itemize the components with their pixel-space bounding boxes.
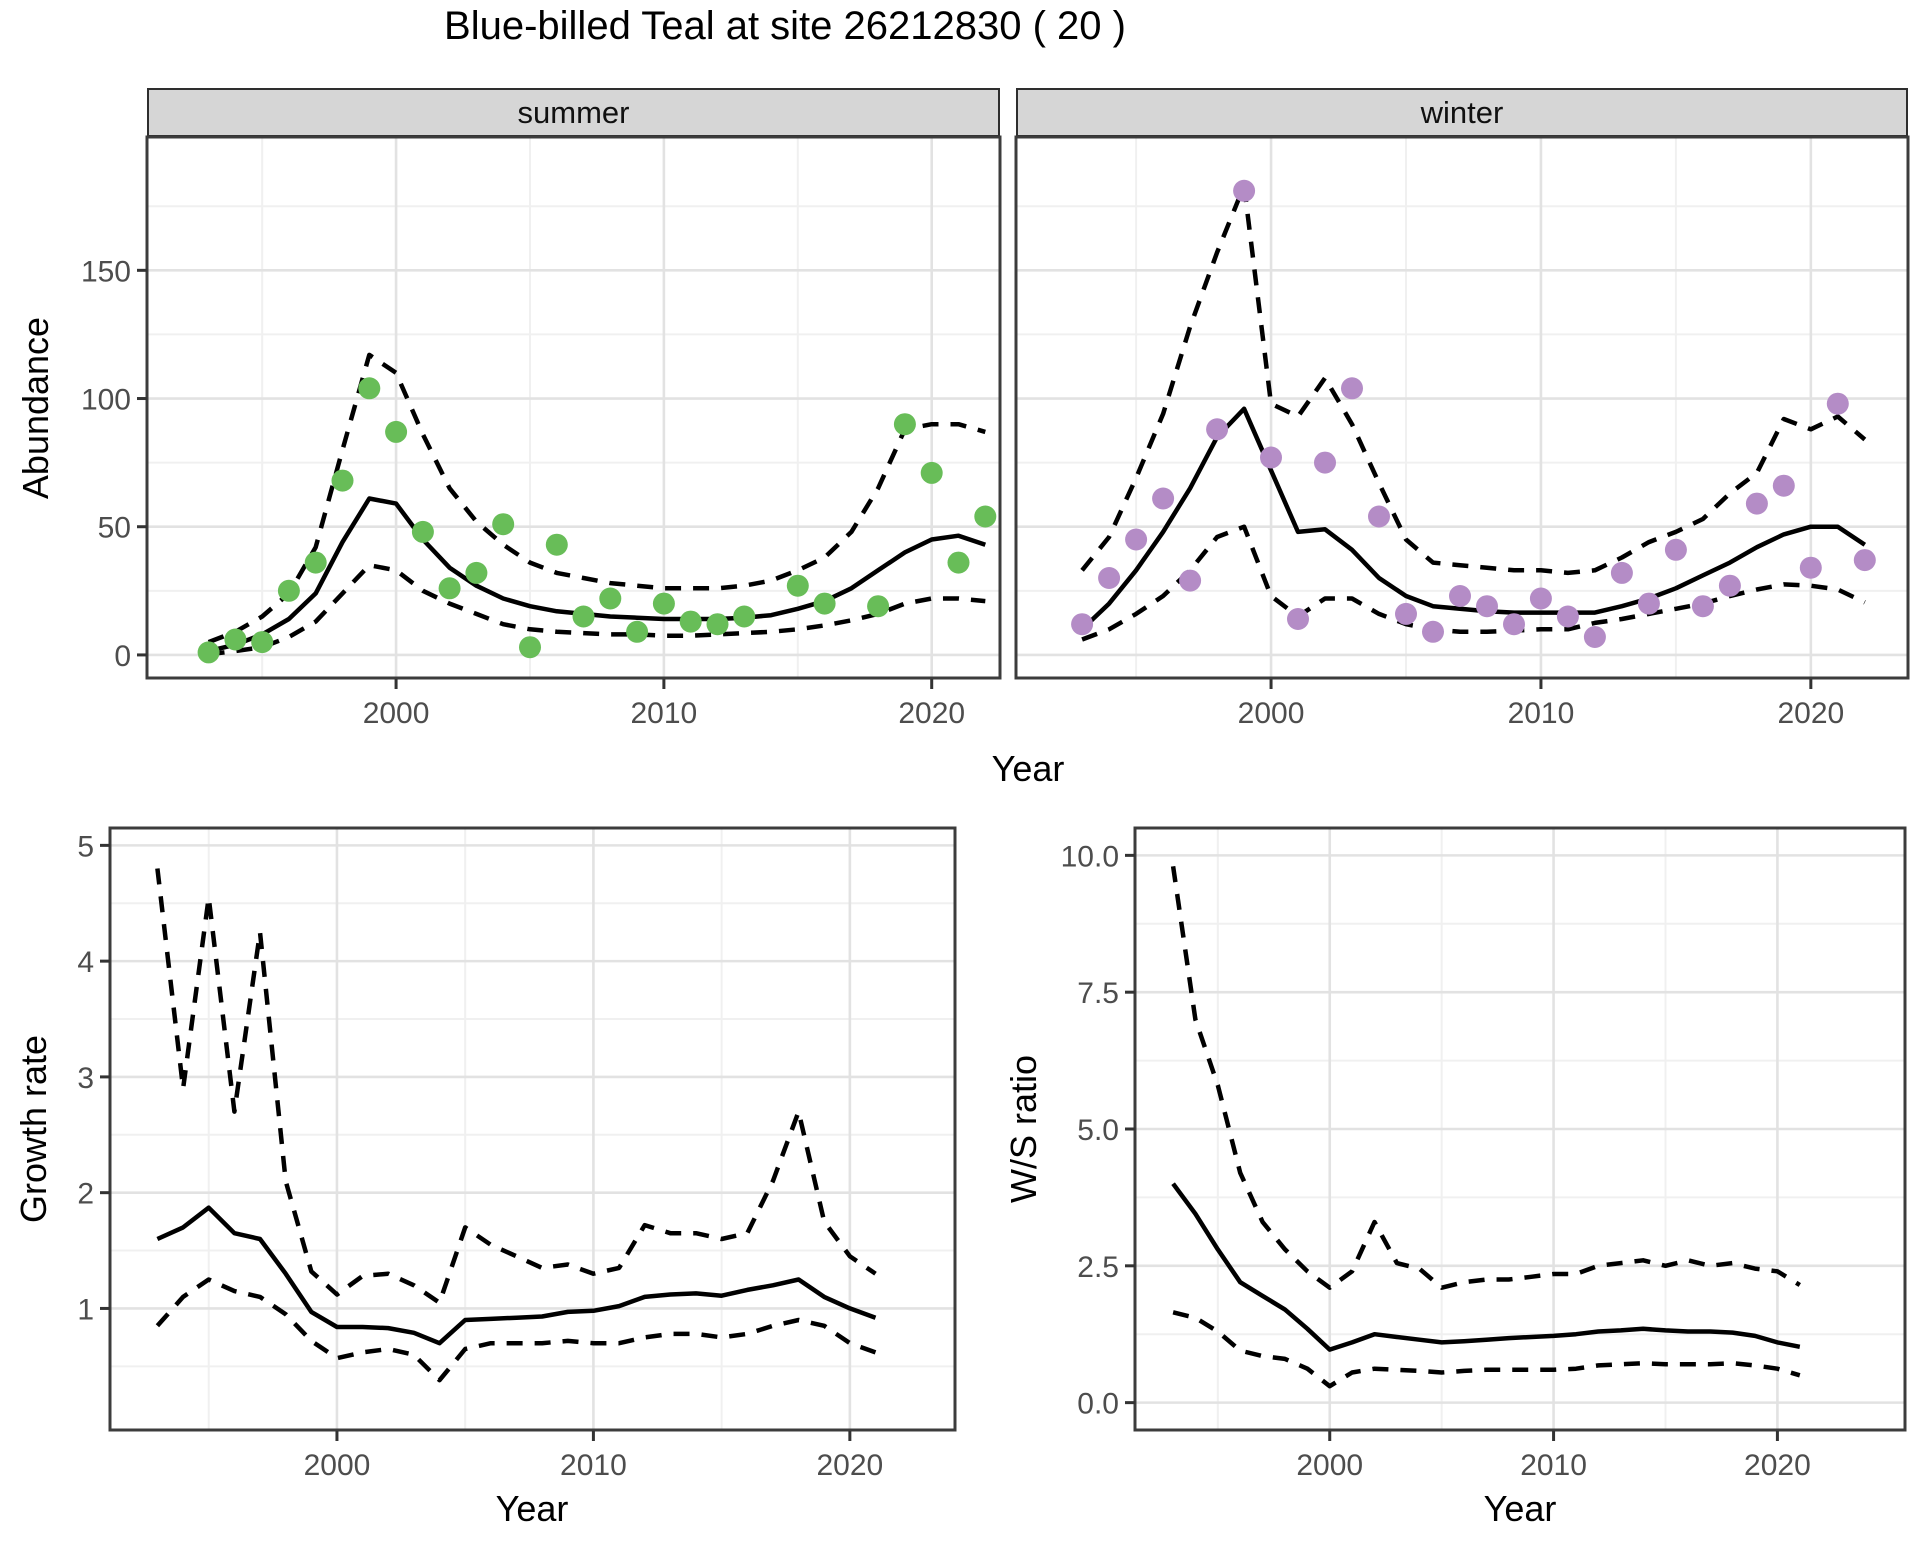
y-tick-label: 50 — [98, 512, 131, 545]
grid-minor — [147, 137, 1000, 678]
y-tick-label: 2.5 — [1077, 1251, 1119, 1284]
fit-line — [208, 496, 987, 654]
chart-title: Blue-billed Teal at site 26212830 ( 20 ) — [444, 4, 1126, 48]
panel-background — [110, 828, 955, 1430]
y-tick-label: 2 — [77, 1178, 94, 1211]
x-axis-title-ws-ratio: Year — [1483, 1488, 1557, 1529]
observation-points — [197, 377, 997, 664]
x-tick-label: 2010 — [560, 1449, 627, 1482]
y-tick-label: 0.0 — [1077, 1388, 1119, 1421]
axis-tick-labels: 2000 2010 2020 0 50 100 150 — [81, 255, 965, 730]
grid-minor — [110, 828, 955, 1430]
grid-major — [110, 828, 955, 1430]
facet-strip-winter-label: winter — [1420, 94, 1504, 130]
axis-tick-labels: 2000 2010 2020 — [1238, 697, 1845, 730]
panel-background — [147, 137, 1000, 678]
panel-summer: 2000 2010 2020 0 50 100 150 — [81, 135, 1002, 730]
y-axis-title-abundance: Abundance — [15, 316, 56, 500]
y-tick-label: 4 — [77, 946, 94, 979]
series-lines — [1170, 865, 1801, 1389]
y-tick-label: 3 — [77, 1062, 94, 1095]
lower_ci-line — [208, 562, 986, 657]
facet-strip-winter: winter — [1016, 88, 1908, 137]
panel-border — [1014, 135, 1910, 680]
x-axis-title-growth-rate: Year — [495, 1488, 569, 1529]
x-tick-label: 2000 — [1296, 1449, 1363, 1482]
x-tick-label: 2020 — [898, 697, 965, 730]
series-lines — [155, 868, 877, 1383]
x-tick-label: 2010 — [631, 697, 698, 730]
x-tick-label: 2010 — [1520, 1449, 1587, 1482]
grid-major — [1135, 828, 1905, 1430]
x-tick-label: 2010 — [1508, 697, 1575, 730]
x-axis-title-top: Year — [991, 748, 1065, 789]
observation-points — [1071, 179, 1876, 648]
y-tick-label: 1 — [77, 1293, 94, 1326]
lower_ci-line — [1172, 1310, 1801, 1389]
axis-tick-marks — [1125, 853, 1779, 1441]
panel-border — [145, 135, 1002, 680]
lower_ci-line — [155, 1277, 877, 1383]
x-tick-label: 2020 — [1744, 1449, 1811, 1482]
y-axis-title-ws-ratio: W/S ratio — [1003, 1054, 1044, 1204]
y-tick-label: 0 — [114, 640, 131, 673]
x-tick-label: 2000 — [304, 1449, 371, 1482]
panel-winter: 2000 2010 2020 — [1014, 135, 1910, 730]
series-lines — [207, 352, 987, 657]
y-tick-label: 100 — [81, 384, 131, 417]
panel-border — [108, 826, 957, 1432]
fit-line — [156, 1205, 877, 1346]
fit-line — [1080, 406, 1867, 631]
facet-strip-summer: summer — [147, 88, 1000, 137]
x-tick-label: 2000 — [363, 697, 430, 730]
axis-tick-labels: 2000 2010 2020 0.0 2.5 5.0 7.5 10.0 — [1061, 840, 1811, 1482]
y-tick-label: 7.5 — [1077, 977, 1119, 1010]
x-tick-label: 2000 — [1238, 697, 1305, 730]
y-axis-title-growth-rate: Growth rate — [13, 1034, 54, 1224]
facet-strip-summer-label: summer — [517, 94, 630, 130]
panel-growth-rate: 2000 2010 2020 1 2 3 4 5 — [77, 826, 957, 1482]
fit-line — [1171, 1182, 1801, 1352]
y-tick-label: 150 — [81, 255, 131, 288]
upper_ci-line — [207, 352, 986, 645]
x-tick-label: 2020 — [816, 1449, 883, 1482]
axis-tick-marks — [1269, 679, 1813, 689]
panel-w-s-ratio: 2000 2010 2020 0.0 2.5 5.0 7.5 10.0 — [1061, 826, 1907, 1482]
y-tick-label: 10.0 — [1061, 840, 1119, 873]
x-tick-label: 2020 — [1777, 697, 1844, 730]
axis-tick-marks — [100, 843, 852, 1441]
grid-major — [147, 137, 1000, 678]
y-tick-label: 5 — [77, 830, 94, 863]
axis-tick-labels: 2000 2010 2020 1 2 3 4 5 — [77, 830, 883, 1482]
upper_ci-line — [1170, 865, 1801, 1290]
axis-tick-marks — [137, 268, 934, 689]
y-tick-label: 5.0 — [1077, 1114, 1119, 1147]
